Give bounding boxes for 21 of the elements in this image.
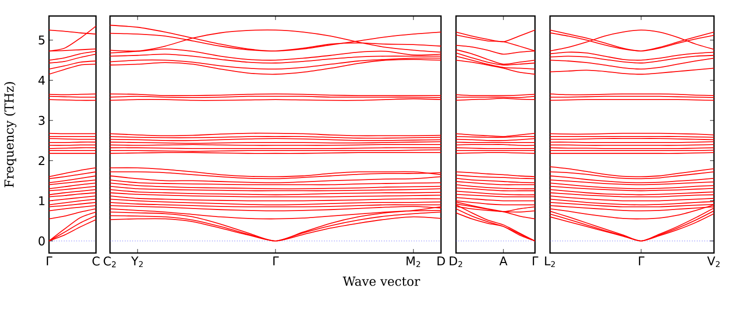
x-tick-label: C xyxy=(92,256,100,266)
y-axis-title: Frequency (THz) xyxy=(4,82,16,188)
x-tick-label: L$_{2}$ xyxy=(545,256,555,268)
y-tick-label: 5 xyxy=(38,36,44,45)
x-tick-label: Γ xyxy=(532,256,538,266)
y-tick-label: 0 xyxy=(38,236,45,246)
y-tick-label: 1 xyxy=(39,196,44,206)
x-tick-label: V$_{2}$ xyxy=(707,256,720,268)
y-tick-label: 4 xyxy=(38,76,45,85)
x-tick-label: Γ xyxy=(638,256,644,266)
x-axis-title: Wave vector xyxy=(342,276,420,286)
y-tick-label: 3 xyxy=(38,116,45,125)
x-tick-label: A xyxy=(499,256,508,266)
x-tick-label: C$_{2}$ xyxy=(104,256,116,268)
x-tick-label: D$_{2}$ xyxy=(450,256,462,268)
x-tick-label: Y$_{2}$ xyxy=(131,256,143,268)
x-tick-label: Γ xyxy=(46,256,52,266)
x-tick-label: Γ xyxy=(273,256,279,266)
y-tick-label: 2 xyxy=(38,156,44,166)
x-tick-label: M$_{2}$ xyxy=(406,256,420,268)
x-tick-label: D xyxy=(438,256,445,266)
